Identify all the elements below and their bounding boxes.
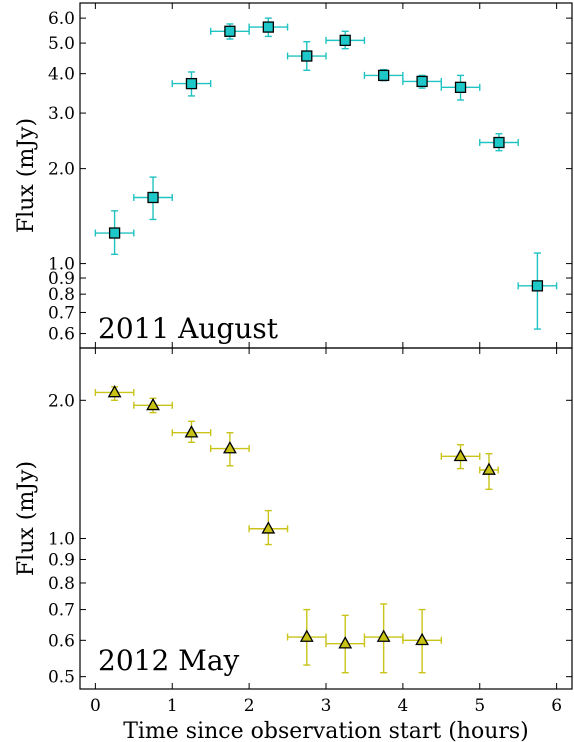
- data-point: [211, 433, 249, 466]
- x-tick-label: 6: [551, 696, 562, 716]
- panel-label: 2012 May: [98, 644, 240, 677]
- x-axis-title: Time since observation start (hours): [123, 719, 529, 742]
- y-axis-title: Flux (mJy): [14, 118, 39, 233]
- square-marker: [110, 228, 120, 238]
- square-marker: [186, 79, 196, 89]
- data-point: [480, 134, 518, 151]
- triangle-marker: [339, 637, 351, 647]
- data-point: [134, 177, 172, 219]
- data-point: [326, 31, 364, 48]
- x-tick-label: 4: [397, 696, 408, 716]
- y-tick-label: 0.8: [48, 574, 75, 594]
- data-point: [441, 445, 479, 469]
- triangle-marker: [378, 631, 390, 641]
- triangle-marker: [109, 386, 121, 396]
- square-marker: [379, 70, 389, 80]
- x-tick-label: 0: [90, 696, 101, 716]
- panel-label: 2011 August: [98, 312, 279, 345]
- square-marker: [340, 35, 350, 45]
- square-marker: [263, 22, 273, 32]
- y-tick-label: 1.0: [48, 529, 75, 549]
- data-point: [249, 511, 287, 545]
- triangle-marker: [147, 399, 159, 409]
- y-tick-label: 2.0: [48, 391, 75, 411]
- panel-2: 0 1 2 3 4 5 6 0.5 0.6 0.7 0.8 0.91.0 2.0 Flux (mJy) Ti…: [14, 348, 572, 742]
- data-point: [288, 42, 326, 71]
- x-tick-label: 5: [474, 696, 485, 716]
- square-marker: [532, 281, 542, 291]
- y-tick-label: 0.6: [48, 325, 75, 345]
- triangle-marker: [224, 442, 236, 452]
- data-point: [403, 75, 441, 88]
- data-point: [326, 615, 364, 672]
- y-axis-title: Flux (mJy): [14, 461, 39, 576]
- triangle-marker: [263, 523, 275, 533]
- y-tick-label: 0.7: [48, 601, 75, 621]
- data-point: [95, 211, 133, 255]
- x-tick-label: 3: [321, 696, 332, 716]
- y-tick-label: 2.0: [48, 160, 75, 180]
- data-point: [95, 386, 133, 400]
- data-point: [364, 70, 402, 81]
- data-point: [249, 18, 287, 36]
- x-tick-label: 1: [167, 696, 178, 716]
- y-tick-label: 3.0: [48, 104, 75, 124]
- data-point: [172, 72, 210, 96]
- triangle-marker: [416, 634, 428, 644]
- triangle-marker: [301, 631, 313, 641]
- x-tick-label: 2: [244, 696, 255, 716]
- square-marker: [148, 192, 158, 202]
- square-marker: [456, 82, 466, 92]
- y-tick-label: 1.0: [48, 255, 75, 275]
- data-point: [288, 610, 326, 665]
- y-tick-label: 5.0: [48, 34, 75, 54]
- data-point: [172, 421, 210, 442]
- y-tick-label: 0.5: [48, 668, 75, 688]
- y-tick-label: 0.6: [48, 631, 75, 651]
- data-point: [518, 253, 556, 329]
- square-marker: [302, 51, 312, 61]
- data-point: [403, 610, 441, 673]
- y-tick-label: 0.7: [48, 303, 75, 323]
- y-tick-label: 0.9: [48, 550, 75, 570]
- y-tick-label: 6.0: [48, 9, 75, 29]
- square-marker: [225, 26, 235, 36]
- data-point: [364, 604, 402, 673]
- data-point: [480, 454, 498, 490]
- triangle-marker: [483, 464, 495, 474]
- square-marker: [417, 76, 427, 86]
- triangle-marker: [455, 450, 467, 460]
- triangle-marker: [186, 427, 198, 437]
- y-tick-label: 4.0: [48, 65, 75, 85]
- data-point: [134, 398, 172, 412]
- data-point: [441, 75, 479, 100]
- data-point: [211, 24, 249, 39]
- square-marker: [494, 138, 504, 148]
